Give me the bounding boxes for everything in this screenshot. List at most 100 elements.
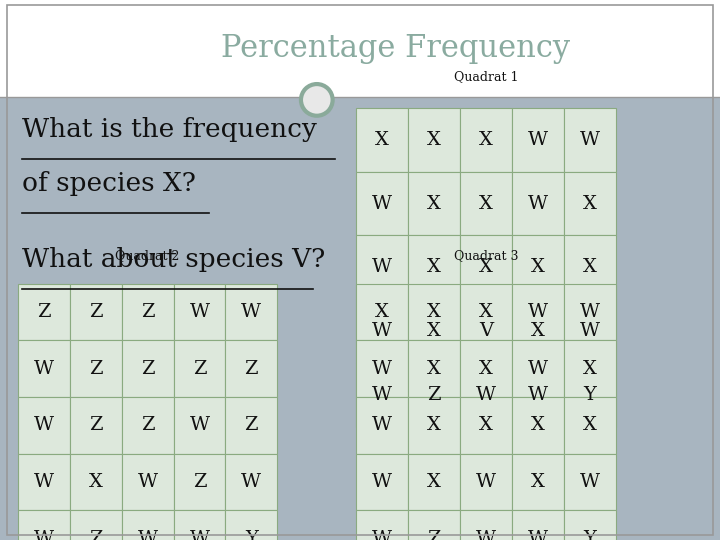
FancyBboxPatch shape	[356, 510, 408, 540]
FancyBboxPatch shape	[122, 340, 174, 397]
Text: W: W	[241, 473, 261, 491]
Text: X: X	[582, 416, 597, 434]
Text: Z: Z	[89, 360, 102, 377]
Text: Quadrat 1: Quadrat 1	[454, 70, 518, 83]
FancyBboxPatch shape	[225, 454, 277, 510]
FancyBboxPatch shape	[70, 284, 122, 340]
FancyBboxPatch shape	[18, 284, 70, 340]
Text: W: W	[580, 473, 600, 491]
FancyBboxPatch shape	[460, 284, 512, 340]
Text: W: W	[34, 530, 54, 540]
Text: of species X?: of species X?	[22, 171, 195, 196]
FancyBboxPatch shape	[564, 454, 616, 510]
FancyBboxPatch shape	[512, 235, 564, 299]
Text: Y: Y	[245, 530, 258, 540]
FancyBboxPatch shape	[356, 108, 408, 172]
Text: What about species V?: What about species V?	[22, 247, 325, 272]
Text: X: X	[427, 322, 441, 340]
FancyBboxPatch shape	[0, 0, 720, 97]
FancyBboxPatch shape	[356, 397, 408, 454]
Text: X: X	[427, 360, 441, 377]
FancyBboxPatch shape	[70, 340, 122, 397]
FancyBboxPatch shape	[408, 454, 460, 510]
Text: W: W	[372, 416, 392, 434]
FancyBboxPatch shape	[512, 108, 564, 172]
Text: X: X	[427, 258, 441, 276]
FancyBboxPatch shape	[512, 172, 564, 235]
Text: W: W	[34, 360, 54, 377]
FancyBboxPatch shape	[512, 397, 564, 454]
FancyBboxPatch shape	[356, 454, 408, 510]
Text: X: X	[375, 131, 390, 149]
FancyBboxPatch shape	[356, 363, 408, 427]
FancyBboxPatch shape	[564, 397, 616, 454]
FancyBboxPatch shape	[18, 454, 70, 510]
FancyBboxPatch shape	[18, 397, 70, 454]
Text: W: W	[34, 416, 54, 434]
Text: W: W	[476, 530, 496, 540]
FancyBboxPatch shape	[356, 340, 408, 397]
FancyBboxPatch shape	[512, 363, 564, 427]
FancyBboxPatch shape	[564, 299, 616, 363]
FancyBboxPatch shape	[408, 510, 460, 540]
Text: Y: Y	[583, 530, 596, 540]
FancyBboxPatch shape	[408, 108, 460, 172]
Text: X: X	[427, 131, 441, 149]
FancyBboxPatch shape	[408, 284, 460, 340]
Text: X: X	[427, 303, 441, 321]
Text: W: W	[372, 386, 392, 404]
Text: Z: Z	[141, 360, 154, 377]
Text: W: W	[372, 258, 392, 276]
FancyBboxPatch shape	[460, 340, 512, 397]
Text: Z: Z	[193, 473, 206, 491]
FancyBboxPatch shape	[174, 454, 225, 510]
Text: X: X	[427, 473, 441, 491]
Text: V: V	[479, 322, 493, 340]
Text: W: W	[241, 303, 261, 321]
FancyBboxPatch shape	[408, 340, 460, 397]
FancyBboxPatch shape	[122, 397, 174, 454]
Text: W: W	[528, 386, 548, 404]
FancyBboxPatch shape	[122, 454, 174, 510]
Text: W: W	[476, 386, 496, 404]
FancyBboxPatch shape	[174, 284, 225, 340]
FancyBboxPatch shape	[122, 510, 174, 540]
Text: W: W	[138, 473, 158, 491]
Text: Quadrat 3: Quadrat 3	[454, 248, 518, 262]
FancyBboxPatch shape	[356, 284, 408, 340]
FancyBboxPatch shape	[225, 510, 277, 540]
FancyBboxPatch shape	[225, 340, 277, 397]
Text: X: X	[582, 258, 597, 276]
FancyBboxPatch shape	[408, 235, 460, 299]
FancyBboxPatch shape	[564, 172, 616, 235]
Text: X: X	[375, 303, 390, 321]
Text: Z: Z	[37, 303, 50, 321]
FancyBboxPatch shape	[564, 510, 616, 540]
FancyBboxPatch shape	[70, 454, 122, 510]
FancyBboxPatch shape	[564, 108, 616, 172]
FancyBboxPatch shape	[460, 363, 512, 427]
Text: Quadrat 2: Quadrat 2	[115, 248, 180, 262]
FancyBboxPatch shape	[0, 97, 720, 540]
FancyBboxPatch shape	[564, 340, 616, 397]
Text: W: W	[528, 131, 548, 149]
FancyBboxPatch shape	[512, 299, 564, 363]
Text: X: X	[479, 303, 493, 321]
Text: X: X	[582, 194, 597, 213]
Text: X: X	[427, 194, 441, 213]
Text: W: W	[528, 530, 548, 540]
FancyBboxPatch shape	[512, 454, 564, 510]
FancyBboxPatch shape	[512, 510, 564, 540]
FancyBboxPatch shape	[18, 510, 70, 540]
FancyBboxPatch shape	[512, 340, 564, 397]
Text: X: X	[89, 473, 103, 491]
FancyBboxPatch shape	[460, 397, 512, 454]
FancyBboxPatch shape	[460, 108, 512, 172]
Text: W: W	[372, 194, 392, 213]
Text: W: W	[476, 473, 496, 491]
FancyBboxPatch shape	[174, 340, 225, 397]
FancyBboxPatch shape	[408, 299, 460, 363]
Text: W: W	[138, 530, 158, 540]
Text: X: X	[531, 473, 545, 491]
FancyBboxPatch shape	[460, 510, 512, 540]
